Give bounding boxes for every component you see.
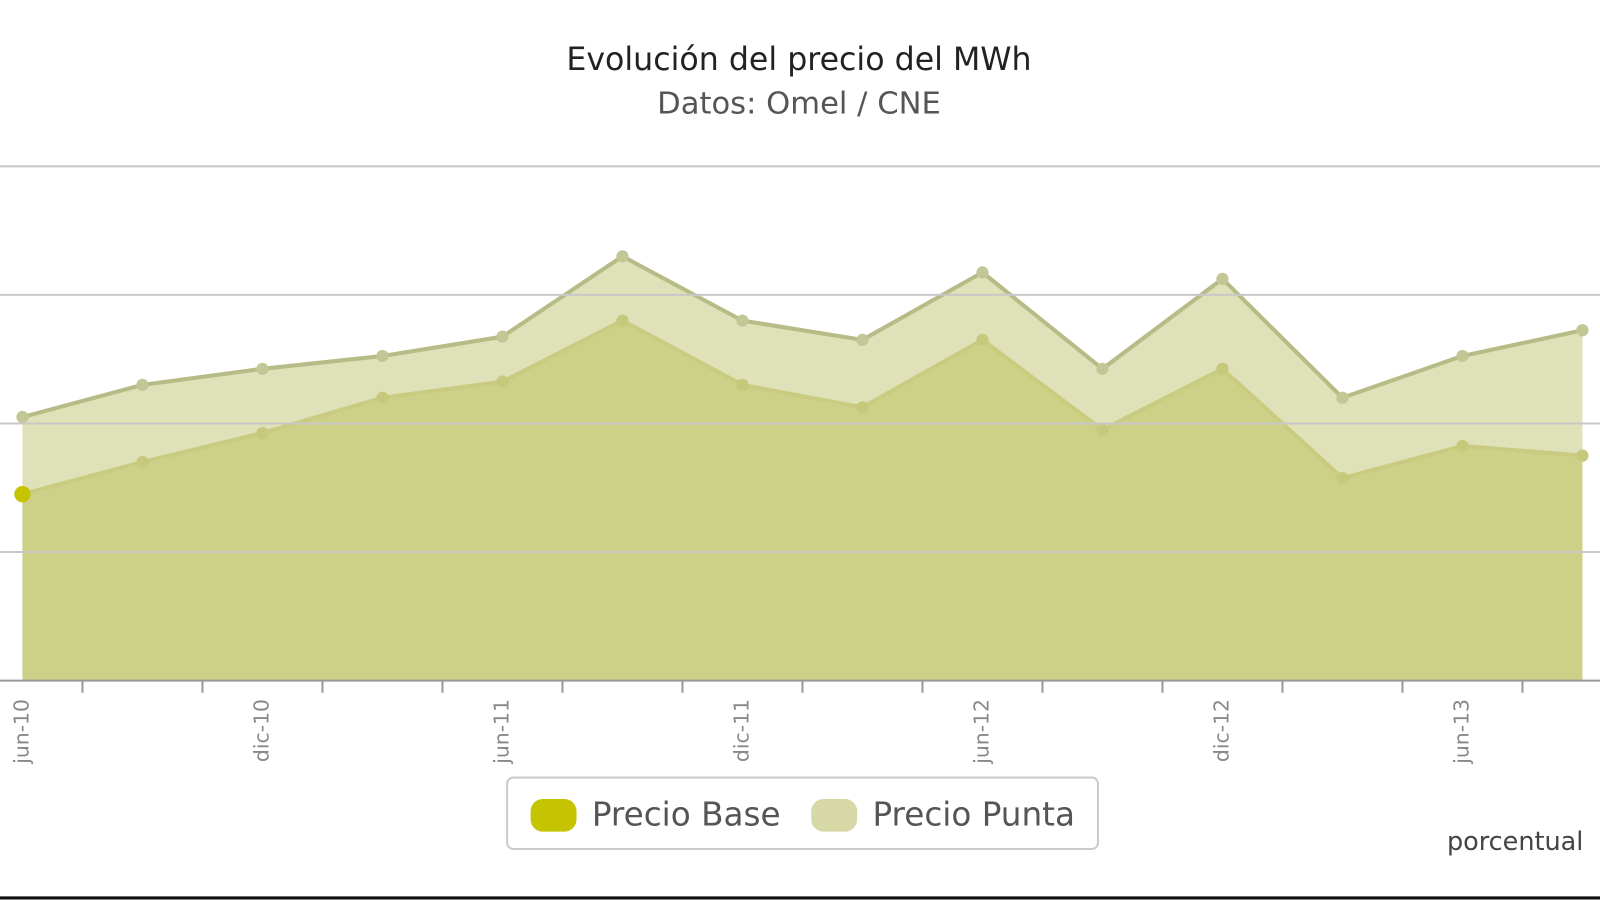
legend-label: Precio Base <box>592 795 781 833</box>
data-point <box>1216 362 1229 375</box>
chart-subtitle: Datos: Omel / CNE <box>657 87 941 122</box>
data-point <box>976 333 989 347</box>
data-point <box>1096 423 1109 437</box>
data-point <box>376 349 389 363</box>
data-point <box>1336 471 1349 485</box>
data-point <box>496 330 509 343</box>
data-point <box>736 378 749 392</box>
x-tick-label: jun-11 <box>489 699 513 765</box>
data-point <box>1576 324 1589 337</box>
legend-swatch <box>530 798 577 832</box>
area-fill <box>22 320 1583 681</box>
x-tick-label: jun-12 <box>969 699 993 765</box>
data-point <box>256 362 269 375</box>
data-point <box>976 266 989 279</box>
data-point <box>616 250 629 263</box>
x-tick-label: jun-10 <box>9 699 33 765</box>
x-tick-label: dic-12 <box>1209 699 1233 762</box>
data-point <box>1576 449 1589 462</box>
x-tick-label: dic-11 <box>729 699 753 762</box>
legend-box <box>506 776 1099 850</box>
legend-label: Precio Punta <box>872 795 1075 833</box>
data-point <box>136 455 149 469</box>
data-point <box>376 391 389 404</box>
data-point <box>136 378 149 392</box>
data-point <box>1456 439 1469 453</box>
series-line <box>21 254 1583 420</box>
x-tick-label: jun-13 <box>1449 699 1473 765</box>
legend-swatch <box>811 798 858 832</box>
data-point <box>1216 272 1229 285</box>
data-point <box>1096 362 1109 375</box>
data-point <box>16 410 29 424</box>
plot-area <box>0 165 1600 682</box>
data-point <box>616 314 629 327</box>
data-point <box>736 314 749 327</box>
data-point <box>14 486 31 503</box>
annotation: porcentual <box>1447 827 1583 857</box>
x-tick-label: dic-10 <box>249 699 273 762</box>
data-point <box>1456 349 1469 363</box>
data-point <box>1336 391 1349 404</box>
data-point <box>856 333 869 347</box>
chart-title: Evolución del precio del MWh <box>566 42 1031 78</box>
data-point <box>856 401 869 414</box>
data-point <box>256 426 269 440</box>
data-point <box>496 375 509 388</box>
series-line <box>21 318 1583 497</box>
